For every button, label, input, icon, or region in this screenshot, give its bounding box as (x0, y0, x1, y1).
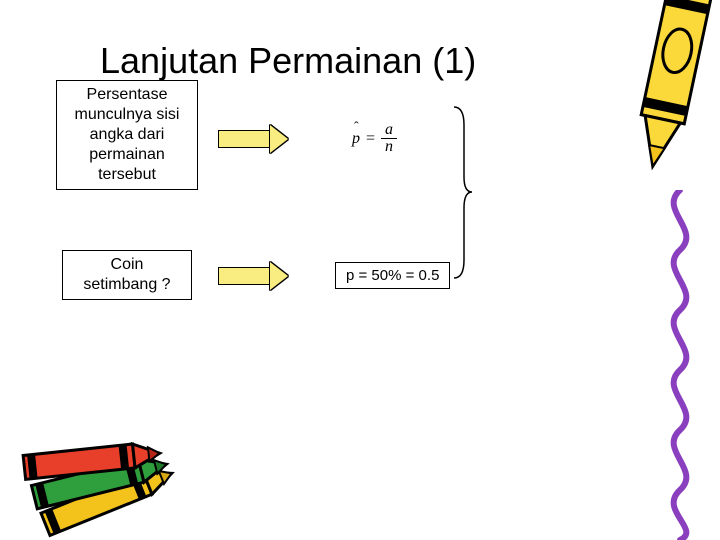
box-persentase-text: Persentasemunculnya sisiangka daripermai… (75, 86, 180, 183)
brace-icon (450, 105, 474, 280)
squiggle-icon (650, 190, 710, 540)
formula-lhs: p (352, 130, 360, 148)
box-coin: Coinsetimbang ? (62, 250, 192, 300)
box-coin-text: Coinsetimbang ? (83, 256, 170, 293)
arrow-1-head (270, 125, 288, 153)
crayons-bottom-icon (10, 420, 180, 540)
arrow-2-head (270, 262, 288, 290)
formula-fraction: a n (381, 122, 397, 155)
arrow-2-body (218, 267, 270, 285)
arrow-1-body (218, 130, 270, 148)
formula-denominator: n (381, 139, 397, 155)
crayon-yellow-icon (610, 0, 720, 180)
result-box: p = 50% = 0.5 (335, 262, 450, 289)
formula-numerator: a (381, 122, 397, 139)
arrow-1 (218, 125, 288, 153)
result-text: p = 50% = 0.5 (346, 267, 439, 284)
arrow-2 (218, 262, 288, 290)
box-persentase: Persentasemunculnya sisiangka daripermai… (56, 80, 198, 190)
formula-phat: p = a n (352, 122, 397, 155)
formula-eq: = (366, 130, 375, 148)
page-title: Lanjutan Permainan (1) (100, 40, 476, 82)
